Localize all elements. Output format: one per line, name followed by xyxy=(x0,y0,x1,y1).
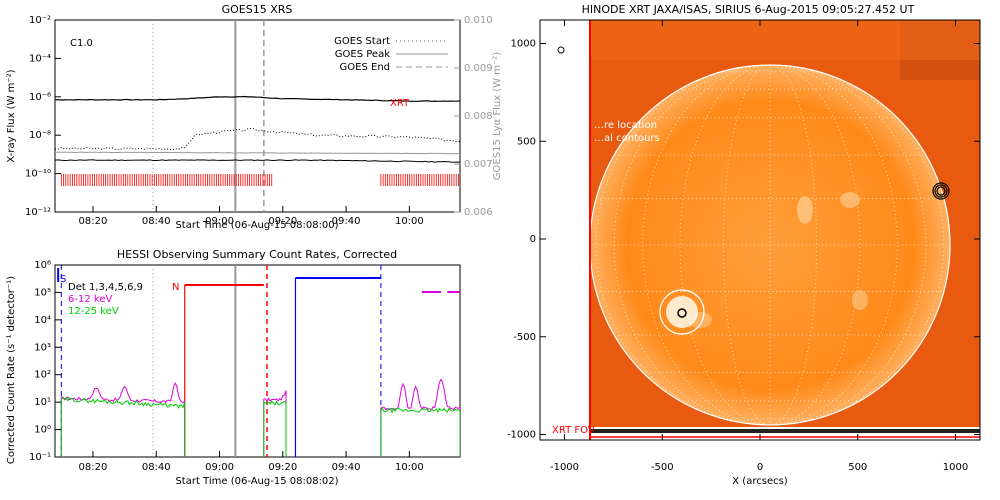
y-tick-label: 10⁻⁸ xyxy=(29,130,51,141)
panel1-xlabel: Start Time (06-Aug-15 08:08:00) xyxy=(175,220,338,231)
y-right-tick-label: 0.010 xyxy=(464,15,493,26)
goes-short-series xyxy=(55,159,460,163)
goes-long-series xyxy=(55,127,460,151)
x-tick-label: 08:40 xyxy=(142,462,171,473)
flare-location-circle xyxy=(659,289,705,335)
y-tick-label: 10⁻⁴ xyxy=(29,53,51,64)
panel2-legend: Det 1,3,4,5,6,9 6-12 keV 12-25 keV xyxy=(68,282,143,317)
series-12-25kev xyxy=(380,407,460,457)
y-right-tick-label: 0.006 xyxy=(464,207,493,218)
x-tick-label: 10:00 xyxy=(395,216,424,227)
series-12-25kev xyxy=(263,400,287,457)
panel2-plot xyxy=(57,265,460,457)
panel2-frame xyxy=(54,264,461,458)
longitude-line xyxy=(769,64,927,426)
panel2-xlabel: Start Time (06-Aug-15 08:08:02) xyxy=(175,476,338,487)
panel2-ticks: 08:20 08:40 09:00 09:20 09:40 10:00 10⁶ 10⁵ 10⁴ 1… xyxy=(29,260,424,473)
series-6-12kev xyxy=(263,390,287,457)
x-tick-label: 09:00 xyxy=(205,462,234,473)
series-6-12kev xyxy=(380,378,460,457)
xrt-fov-bottom-edge xyxy=(590,429,980,433)
legend-12-25: 12-25 keV xyxy=(68,306,119,317)
x-tick-label: 08:40 xyxy=(142,216,171,227)
y-tick-label: 10⁰ xyxy=(34,425,51,436)
y-right-tick-label: 0.008 xyxy=(464,111,493,122)
panel3-xlabel: X (arcsecs) xyxy=(732,476,788,487)
panel3-legend-line2: …al contours xyxy=(594,133,660,144)
heliographic-grid xyxy=(590,64,950,426)
panel1-ticks: 08:20 08:40 09:00 09:20 09:40 10:00 10⁻² 10⁻⁴ 10… xyxy=(25,15,493,227)
panel3-title: HINODE XRT JAXA/ISAS, SIRIUS 6-Aug-2015 … xyxy=(582,3,915,16)
class-label: C1.0 xyxy=(70,38,93,49)
x-tick-label: 09:20 xyxy=(268,462,297,473)
y-tick-label: 10⁻¹ xyxy=(29,452,51,463)
xrt-fov-label: XRT FOV xyxy=(552,425,595,436)
x-tick-label: 08:20 xyxy=(79,462,108,473)
panel1-title: GOES15 XRS xyxy=(222,3,293,16)
y-right-tick-label: 0.007 xyxy=(464,159,493,170)
panel1-plot xyxy=(55,20,460,212)
legend-goes-peak: GOES Peak xyxy=(335,49,390,60)
y-tick-label: 500 xyxy=(517,136,536,147)
limb-contours xyxy=(932,182,950,200)
y-tick-label: 10⁻¹² xyxy=(25,207,51,218)
x-tick-label: -500 xyxy=(651,462,674,473)
panel3-ticks: -1000 -500 0 500 1000 1000 500 0 -500 -1000 xyxy=(507,20,980,473)
y-tick-label: 10⁻² xyxy=(29,15,51,26)
y-tick-label: 10⁻¹⁰ xyxy=(25,169,51,180)
x-tick-label: 09:40 xyxy=(332,216,361,227)
x-tick-label: 500 xyxy=(848,462,867,473)
solar-image xyxy=(540,20,980,440)
flare-region xyxy=(666,296,698,328)
x-tick-label: 08:20 xyxy=(79,216,108,227)
legend-6-12: 6-12 keV xyxy=(68,294,112,305)
y-tick-label: 10⁴ xyxy=(34,315,51,326)
x-tick-label: 09:20 xyxy=(268,216,297,227)
legend-goes-start: GOES Start xyxy=(334,36,390,47)
y-tick-label: 10⁵ xyxy=(34,287,51,298)
panel1-frame xyxy=(54,19,461,213)
panel1-legend: GOES Start GOES Peak GOES End xyxy=(334,36,448,73)
panel3-legend-line1: …re location xyxy=(594,120,657,131)
series-12-25kev xyxy=(60,396,186,457)
x-tick-label: -1000 xyxy=(550,462,579,473)
longitude-line xyxy=(769,64,945,426)
y-right-tick-label: 0.009 xyxy=(464,63,493,74)
legend-marker xyxy=(557,46,565,54)
longitude-line xyxy=(723,64,771,426)
y-tick-label: 10² xyxy=(34,370,51,381)
y-tick-label: -500 xyxy=(513,332,536,343)
legend-det: Det 1,3,4,5,6,9 xyxy=(68,282,143,293)
y-tick-label: 10¹ xyxy=(34,397,51,408)
series-6-12kev xyxy=(60,382,186,457)
longitude-line xyxy=(613,64,771,426)
legend-goes-end: GOES End xyxy=(340,62,390,73)
xrt-series xyxy=(55,95,460,102)
flare-contour xyxy=(677,308,687,318)
y-tick-label: -1000 xyxy=(507,430,536,441)
x-tick-label: 1000 xyxy=(943,462,968,473)
x-tick-label: 10:00 xyxy=(395,462,424,473)
y-tick-label: 0 xyxy=(530,234,536,245)
panel1-ylabel: X-ray Flux (W m⁻²) xyxy=(6,69,17,162)
xrt-label: XRT xyxy=(390,98,410,109)
y-tick-label: 10⁶ xyxy=(34,260,51,271)
lya-series xyxy=(55,151,460,155)
y-tick-label: 1000 xyxy=(511,39,536,50)
y-tick-label: 10⁻⁶ xyxy=(29,92,51,103)
x-tick-label: 0 xyxy=(757,462,763,473)
longitude-line xyxy=(595,64,771,426)
x-tick-label: 09:00 xyxy=(205,216,234,227)
y-tick-label: 10³ xyxy=(34,342,51,353)
flag-s: S xyxy=(60,274,66,285)
flag-n: N xyxy=(172,282,179,293)
longitude-line xyxy=(769,64,817,426)
x-tick-label: 09:40 xyxy=(332,462,361,473)
panel1-ylabel-right: GOES15 Lyα Flux (W m⁻²) xyxy=(492,52,503,180)
panel2-title: HESSI Observing Summary Count Rates, Cor… xyxy=(117,248,397,261)
panel2-ylabel: Corrected Count Rate (s⁻¹ detector⁻¹) xyxy=(6,276,17,464)
